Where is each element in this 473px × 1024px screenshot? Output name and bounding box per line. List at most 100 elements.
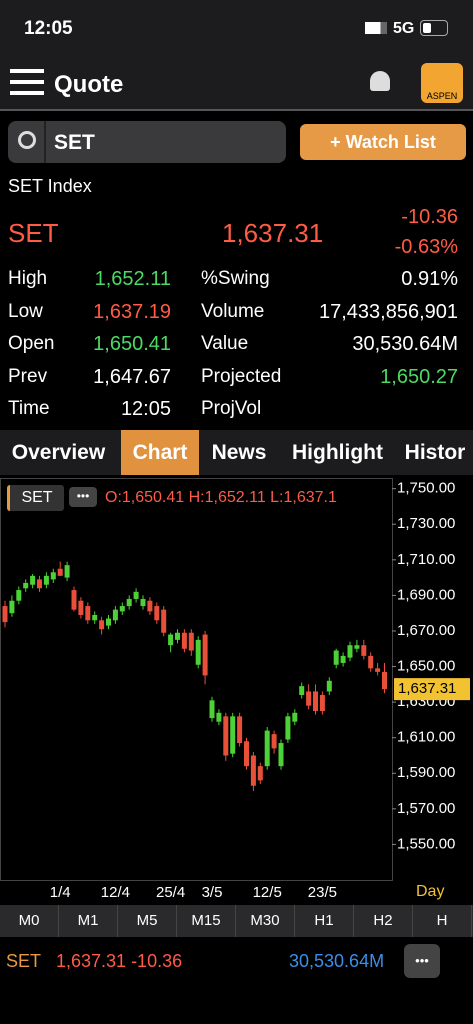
tab[interactable]: Chart bbox=[121, 430, 199, 475]
candle-body bbox=[119, 606, 125, 612]
period-button[interactable]: H2 bbox=[354, 905, 413, 937]
candle-body bbox=[140, 598, 146, 607]
candle-body bbox=[112, 609, 118, 621]
stat-value: 1,647.67 bbox=[93, 365, 171, 388]
status-bar: 12:05 5G bbox=[0, 0, 473, 55]
candle-body bbox=[106, 618, 111, 626]
candle-body bbox=[175, 632, 180, 640]
x-tick-label: 1/4 bbox=[50, 884, 71, 901]
y-tick-label: 1,730.00 bbox=[397, 515, 455, 532]
candle-body bbox=[50, 572, 56, 580]
candle-body bbox=[340, 655, 346, 663]
stat-value: 12:05 bbox=[120, 398, 171, 420]
search-box[interactable]: SET bbox=[8, 121, 286, 163]
tab[interactable]: Histor bbox=[404, 441, 466, 464]
candle-body bbox=[16, 590, 22, 601]
stat-label: Projected bbox=[201, 365, 282, 387]
candle-body bbox=[181, 632, 187, 649]
last-price-tag bbox=[394, 678, 470, 701]
candle-body bbox=[147, 600, 153, 612]
candle-body bbox=[154, 606, 160, 621]
tab[interactable]: News bbox=[211, 441, 267, 464]
stat-value: 1,652.11 bbox=[94, 268, 171, 290]
bottom-bar: SET 1,637.31 -10.36 30,530.64M ••• bbox=[0, 940, 473, 982]
candle-body bbox=[250, 755, 256, 786]
period-button[interactable]: M30 bbox=[236, 905, 295, 937]
clock: 12:05 bbox=[24, 18, 73, 39]
candle-body bbox=[161, 609, 167, 633]
menu-button[interactable] bbox=[10, 69, 44, 95]
candle-body bbox=[126, 598, 132, 607]
more-button[interactable]: ••• bbox=[404, 944, 440, 978]
stat-label: High bbox=[8, 268, 48, 289]
candle-body bbox=[354, 645, 360, 649]
stat-label: Volume bbox=[201, 300, 265, 322]
y-tick-label: 1,590.00 bbox=[397, 764, 455, 781]
quote-price: 1,637.31 bbox=[222, 218, 324, 248]
y-tick-label: 1,690.00 bbox=[397, 586, 455, 603]
period-button[interactable]: H bbox=[413, 905, 472, 937]
candle-body bbox=[71, 590, 77, 610]
period-button[interactable]: M5 bbox=[118, 905, 177, 937]
period-button[interactable]: M15 bbox=[177, 905, 236, 937]
chart-menu-button[interactable]: ••• bbox=[69, 487, 97, 507]
header: Quote ASPEN bbox=[0, 55, 473, 111]
logo[interactable]: ASPEN bbox=[421, 63, 463, 103]
candle-body bbox=[195, 639, 201, 665]
period-button[interactable]: M1 bbox=[59, 905, 118, 937]
y-tick-label: 1,550.00 bbox=[397, 835, 455, 852]
tab[interactable]: Overview bbox=[11, 441, 106, 464]
stat-value: 30,530.64M bbox=[352, 333, 458, 355]
watch-list-button[interactable]: + Watch List bbox=[300, 124, 466, 160]
interval-label[interactable]: Day bbox=[416, 883, 445, 900]
candle-body bbox=[319, 695, 325, 712]
y-tick-label: 1,670.00 bbox=[397, 622, 455, 639]
candle-body bbox=[85, 606, 91, 621]
candle-body bbox=[209, 700, 215, 719]
candle-body bbox=[285, 716, 291, 740]
chart-symbol[interactable]: SET bbox=[7, 485, 64, 511]
y-tick-label: 1,750.00 bbox=[397, 480, 455, 497]
tab-bar: Overview Chart News Highlight Histor bbox=[0, 430, 473, 475]
search-query: SET bbox=[54, 131, 95, 154]
x-tick-label: 12/4 bbox=[101, 884, 130, 901]
candle-body bbox=[2, 606, 8, 623]
x-tick-label: 23/5 bbox=[308, 884, 337, 901]
y-tick-label: 1,650.00 bbox=[397, 658, 455, 675]
page-title: Quote bbox=[54, 71, 124, 98]
search-icon bbox=[18, 131, 36, 149]
stat-label: Time bbox=[8, 398, 50, 419]
stat-label: Prev bbox=[8, 365, 48, 387]
stat-value: 1,637.19 bbox=[93, 300, 171, 323]
candle-body bbox=[43, 575, 49, 585]
candle-body bbox=[326, 680, 332, 692]
plot-frame bbox=[0, 478, 393, 881]
candle-body bbox=[223, 716, 229, 756]
bottom-price: 1,637.31 -10.36 bbox=[56, 951, 183, 971]
tab[interactable]: Highlight bbox=[292, 441, 383, 464]
ohlc-label: O:1,650.41 H:1,652.11 L:1,637.1 bbox=[105, 489, 337, 506]
period-button[interactable]: M0 bbox=[0, 905, 59, 937]
x-tick-label: 25/4 bbox=[156, 884, 185, 901]
x-tick-label: 3/5 bbox=[202, 884, 223, 901]
candle-body bbox=[244, 741, 249, 767]
quote-change-pct: -0.63% bbox=[394, 236, 458, 258]
candle-body bbox=[299, 686, 305, 696]
x-tick-label: 12/5 bbox=[253, 884, 282, 901]
candle-body bbox=[313, 691, 318, 712]
chart: 1,750.00 1,730.00 1,710.00 1,690.00 1,670.00… bbox=[0, 478, 470, 901]
candle-body bbox=[382, 671, 387, 690]
candle-body bbox=[78, 600, 84, 615]
period-button[interactable]: H1 bbox=[295, 905, 354, 937]
stat-value: 17,433,856,901 bbox=[318, 300, 458, 323]
candle-body bbox=[333, 650, 339, 665]
candle-body bbox=[361, 645, 367, 656]
bell-button[interactable] bbox=[370, 71, 390, 91]
bottom-value: 30,530.64M bbox=[289, 951, 385, 971]
y-tick-label: 1,610.00 bbox=[397, 729, 455, 746]
stat-label: %Swing bbox=[201, 268, 270, 289]
quote-change: -10.36 bbox=[401, 206, 458, 228]
candle-body bbox=[133, 591, 139, 599]
battery bbox=[420, 20, 448, 36]
